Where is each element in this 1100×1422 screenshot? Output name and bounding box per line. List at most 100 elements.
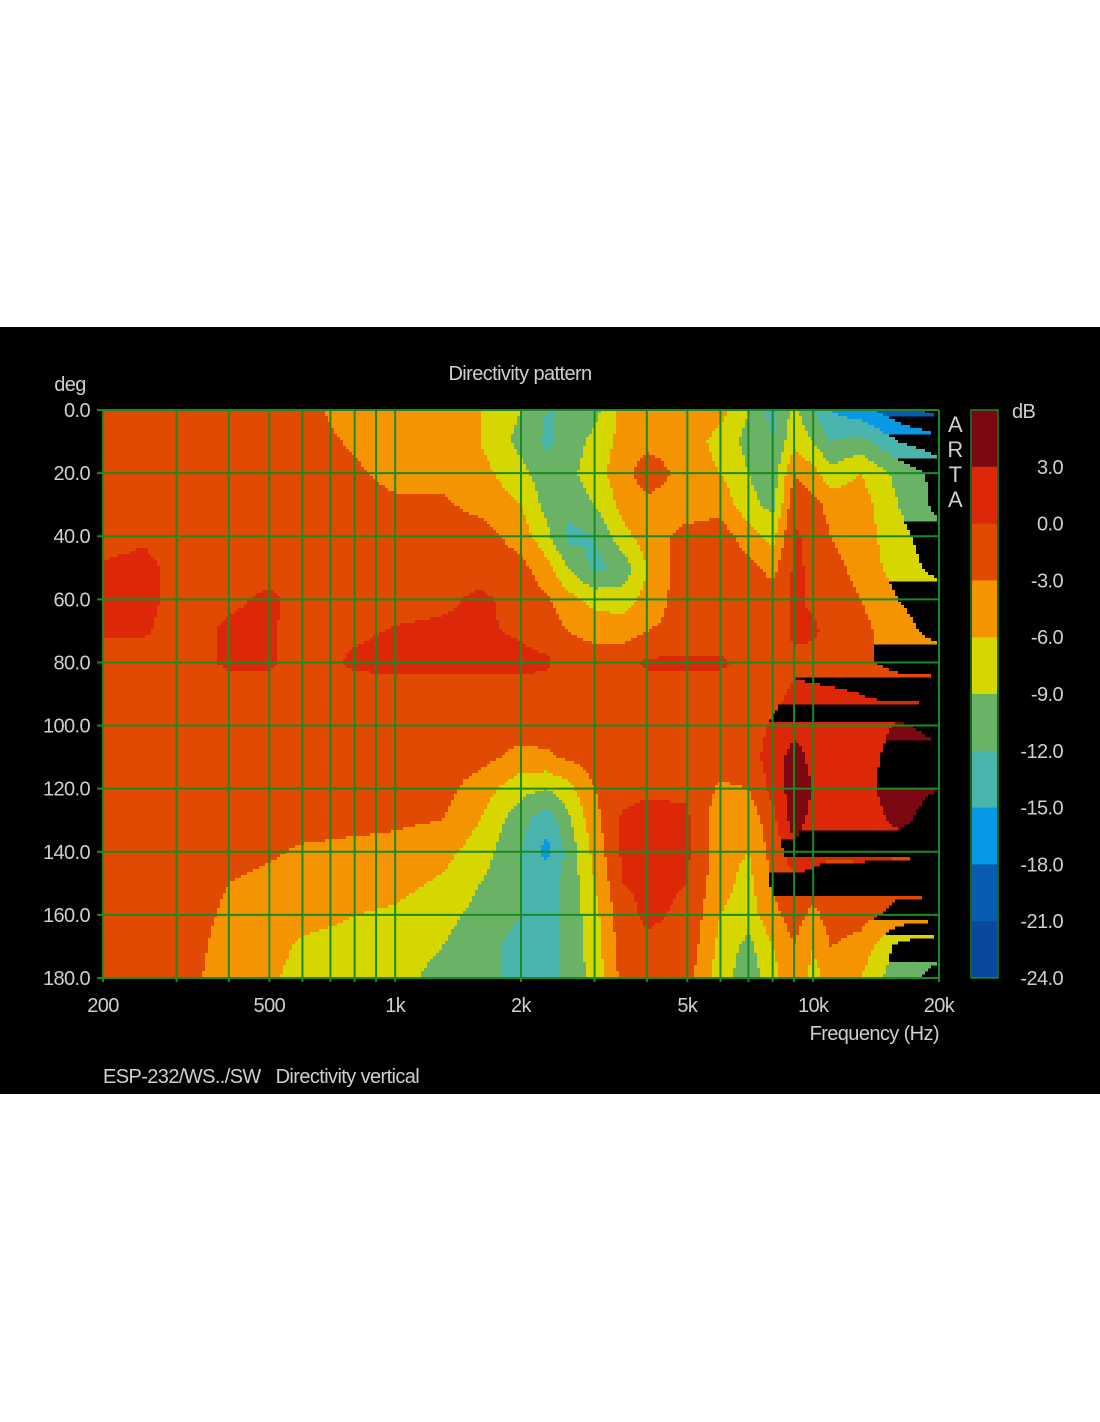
heatmap-cell (727, 482, 751, 486)
heatmap-cell (103, 920, 214, 924)
heatmap-cell (757, 530, 778, 534)
heatmap-cell (784, 770, 808, 774)
heatmap-cell (490, 524, 529, 528)
heatmap-cell (703, 908, 724, 912)
heatmap-cell (364, 467, 490, 471)
heatmap-cell (787, 470, 817, 474)
colorbar-segment (972, 523, 997, 581)
heatmap-cell (901, 512, 934, 516)
heatmap-cell (769, 860, 787, 864)
colorbar-segment (972, 580, 997, 638)
heatmap-cell (715, 941, 742, 945)
heatmap-cell (616, 950, 697, 954)
heatmap-cell (775, 953, 811, 957)
heatmap-cell (640, 485, 661, 489)
heatmap-cell (481, 818, 505, 822)
heatmap-cell (481, 881, 520, 885)
heatmap-cell (103, 428, 334, 432)
heatmap-cell (103, 587, 160, 591)
heatmap-cell (637, 479, 667, 483)
heatmap-cell (736, 536, 763, 540)
heatmap-cell (457, 920, 517, 924)
x-tick-label: 2k (511, 995, 533, 1017)
heatmap-cell (769, 866, 790, 870)
heatmap-cell (592, 779, 766, 783)
heatmap-cell (868, 458, 898, 462)
heatmap-cell (784, 491, 790, 495)
heatmap-cell (523, 557, 547, 561)
heatmap-cell (841, 938, 880, 942)
heatmap-cell (583, 917, 601, 921)
heatmap-cell (805, 602, 862, 606)
heatmap-cell (103, 491, 394, 495)
heatmap-cell (580, 905, 598, 909)
heatmap-cell (685, 884, 706, 888)
heatmap-cell (559, 551, 586, 555)
x-axis-label: Frequency (Hz) (810, 1023, 939, 1045)
heatmap-cell (865, 965, 886, 969)
heatmap-cell (586, 551, 598, 555)
heatmap-cell (763, 923, 787, 927)
heatmap-cell (217, 911, 364, 915)
heatmap-cell (103, 863, 265, 867)
heatmap-cell (553, 602, 586, 606)
heatmap-cell (880, 446, 916, 450)
heatmap-cell (229, 881, 427, 885)
heatmap-cell (757, 809, 775, 813)
heatmap-cell (583, 956, 601, 960)
heatmap-cell (598, 416, 616, 420)
heatmap-cell (775, 806, 787, 810)
heatmap-cell (514, 443, 544, 447)
heatmap-cell (103, 458, 358, 462)
heatmap-cell (103, 764, 487, 768)
heatmap-cell (160, 569, 532, 573)
heatmap-cell (775, 950, 811, 954)
heatmap-cell (583, 767, 763, 771)
heatmap-cell (592, 854, 604, 858)
heatmap-cell (766, 734, 886, 738)
heatmap-cell (334, 428, 481, 432)
heatmap-cell (874, 641, 937, 645)
heatmap-cell (577, 848, 589, 852)
heatmap-cell (715, 950, 739, 954)
heatmap-cell (154, 620, 223, 624)
heatmap-cell (844, 560, 880, 564)
heatmap-cell (397, 902, 469, 906)
heatmap-cell (550, 749, 763, 753)
heatmap-cell (787, 425, 805, 429)
heatmap-cell (553, 425, 595, 429)
heatmap-cell (103, 746, 514, 750)
heatmap-cell (790, 500, 820, 504)
heatmap-cell (607, 527, 628, 531)
heatmap-cell (718, 467, 748, 471)
heatmap-cell (577, 596, 637, 600)
heatmap-cell (601, 947, 616, 951)
heatmap-cell (805, 821, 889, 825)
colorbar-tick-label: -9.0 (1031, 684, 1064, 706)
heatmap-cell (280, 854, 454, 858)
heatmap-cell (883, 935, 934, 939)
heatmap-cell (643, 920, 661, 924)
y-tick-label: 80.0 (53, 652, 90, 674)
x-tick-label: 10k (798, 995, 830, 1017)
heatmap-cell (817, 413, 838, 417)
watermark-letter: A (948, 412, 963, 437)
heatmap-cell (103, 440, 343, 444)
heatmap-cell (547, 593, 574, 597)
heatmap-cell (538, 545, 556, 549)
heatmap-cell (802, 551, 838, 555)
heatmap-cell (103, 617, 154, 621)
heatmap-cell (670, 548, 742, 552)
heatmap-cell (643, 455, 655, 459)
heatmap-cell (769, 863, 787, 867)
heatmap-cell (343, 443, 481, 447)
heatmap-cell (499, 620, 562, 624)
heatmap-cell (460, 506, 523, 510)
heatmap-cell (430, 959, 502, 963)
heatmap-cell (328, 419, 481, 423)
heatmap-cell (520, 884, 559, 888)
heatmap-cell (814, 950, 871, 954)
heatmap-cell (103, 782, 463, 786)
heatmap-cell (802, 557, 841, 561)
heatmap-cell (697, 959, 712, 963)
